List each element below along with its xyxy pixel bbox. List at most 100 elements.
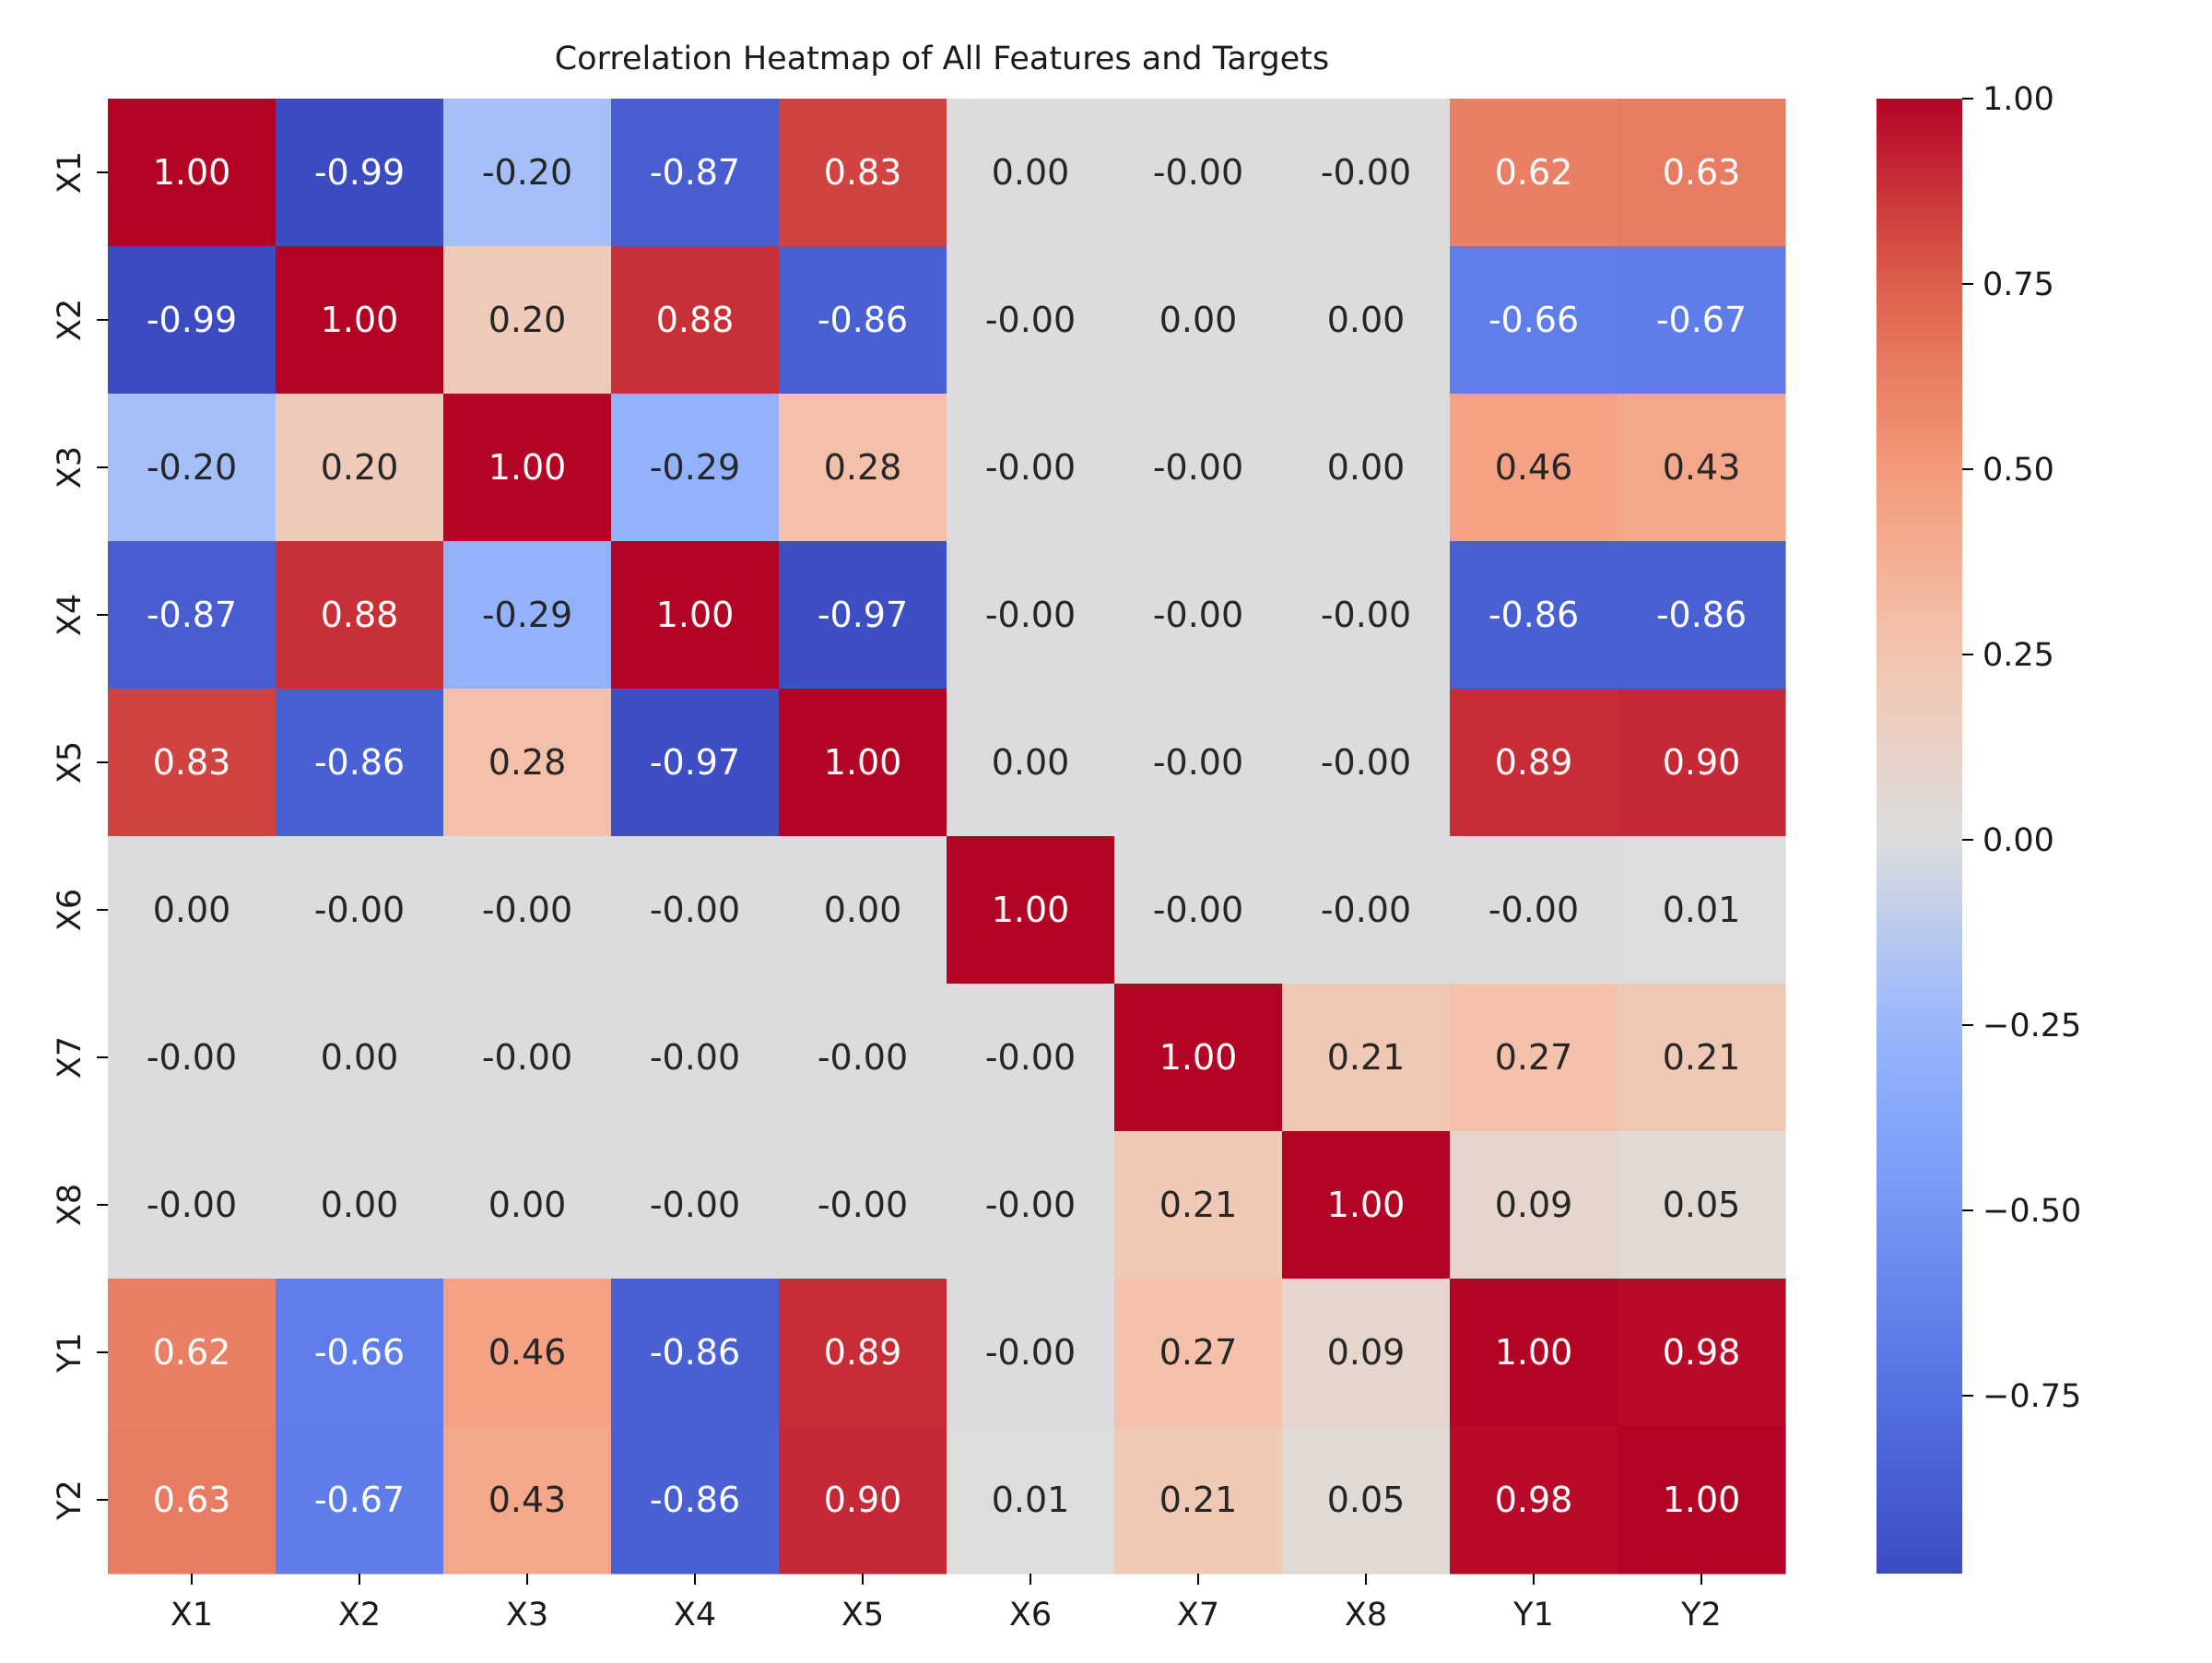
cell-annotation: 0.00 (1327, 447, 1406, 488)
heatmap-cell (779, 984, 947, 1132)
cell-annotation: 0.83 (824, 152, 902, 193)
heatmap-cell (1618, 984, 1786, 1132)
cell-annotation: -0.00 (1153, 152, 1243, 193)
cell-annotation: -0.00 (1321, 742, 1411, 783)
heatmap-cell (611, 99, 780, 247)
heatmap-cell (611, 984, 780, 1132)
x-tick-label: X5 (841, 1597, 884, 1634)
cell-annotation: 0.88 (321, 595, 399, 635)
cell-annotation: 1.00 (488, 447, 567, 488)
heatmap-cell (1618, 689, 1786, 837)
heatmap-cell (1114, 541, 1283, 690)
heatmap-cell (1618, 394, 1786, 542)
heatmap-cell (779, 99, 947, 247)
heatmap-cell (779, 1426, 947, 1575)
heatmap-cell (1114, 246, 1283, 395)
y-tick-label: X6 (52, 889, 88, 931)
cell-annotation: -0.00 (1321, 890, 1411, 930)
cell-annotation: 0.43 (488, 1480, 567, 1520)
heatmap-cell (947, 1131, 1115, 1280)
cell-annotation: -0.00 (985, 447, 1076, 488)
y-tick-label: X4 (52, 594, 88, 636)
heatmap-cell (1282, 689, 1451, 837)
heatmap-cell (276, 1131, 444, 1280)
heatmap-cell (108, 246, 276, 395)
cell-annotation: 0.05 (1327, 1480, 1406, 1520)
heatmap-cell (1618, 1279, 1786, 1427)
cell-annotation: 0.98 (1663, 1332, 1741, 1373)
heatmap-cell (1282, 246, 1451, 395)
y-tick-label: Y1 (52, 1332, 88, 1374)
heatmap-cell (947, 984, 1115, 1132)
cell-annotation: -0.00 (1153, 742, 1243, 783)
cell-annotation: 0.27 (1159, 1332, 1238, 1373)
heatmap-cells (108, 99, 1786, 1575)
heatmap-cell (779, 836, 947, 985)
heatmap-cell (947, 394, 1115, 542)
cell-annotation: -0.00 (818, 1185, 908, 1225)
heatmap-cell (947, 689, 1115, 837)
cell-annotation: 0.89 (1495, 742, 1573, 783)
x-tick-label: Y2 (1680, 1597, 1722, 1634)
cell-annotation: 0.21 (1159, 1185, 1238, 1225)
heatmap-cell (108, 1426, 276, 1575)
heatmap-cell (611, 246, 780, 395)
cell-annotation: -0.00 (1153, 595, 1243, 635)
y-tick-label: X8 (52, 1184, 88, 1226)
heatmap-cell (1450, 836, 1618, 985)
heatmap-cell (1114, 689, 1283, 837)
y-tick-label: X3 (52, 446, 88, 489)
cell-annotation: 1.00 (153, 152, 231, 193)
heatmap-cell (611, 836, 780, 985)
cell-annotation: -0.87 (147, 595, 237, 635)
cell-annotation: -0.00 (650, 1185, 740, 1225)
cell-annotation: -0.99 (147, 300, 237, 340)
heatmap-cell (1618, 99, 1786, 247)
cell-annotation: -0.00 (482, 1037, 572, 1078)
cell-annotation: -0.66 (314, 1332, 405, 1373)
cell-annotation: 0.00 (488, 1185, 567, 1225)
cell-annotation: -0.29 (650, 447, 740, 488)
cell-annotation: -0.86 (1488, 595, 1579, 635)
cell-annotation: 0.01 (992, 1480, 1070, 1520)
heatmap-cell (1450, 984, 1618, 1132)
heatmap-cell (1282, 836, 1451, 985)
heatmap-cell (108, 836, 276, 985)
cell-annotation: -0.97 (650, 742, 740, 783)
cell-annotation: -0.87 (650, 152, 740, 193)
cell-annotation: 0.21 (1327, 1037, 1406, 1078)
cell-annotation: 0.20 (488, 300, 567, 340)
cell-annotation: -0.29 (482, 595, 572, 635)
heatmap-cell (611, 1426, 780, 1575)
cell-annotation: 0.00 (321, 1185, 399, 1225)
heatmap-cell (779, 246, 947, 395)
heatmap-cell (1450, 1426, 1618, 1575)
cell-annotation: 1.00 (1495, 1332, 1573, 1373)
heatmap-cell (1282, 541, 1451, 690)
cell-annotation: -0.00 (1153, 447, 1243, 488)
cell-annotation: 0.21 (1159, 1480, 1238, 1520)
cell-annotation: 0.00 (992, 742, 1070, 783)
heatmap-cell (443, 1131, 612, 1280)
cell-annotation: 0.00 (1159, 300, 1238, 340)
cell-annotation: -0.67 (1656, 300, 1747, 340)
y-tick-label: X1 (52, 151, 88, 194)
cell-annotation: -0.00 (1488, 890, 1579, 930)
colorbar-gradient (1877, 99, 1962, 1574)
heatmap-cell (443, 984, 612, 1132)
heatmap-cell (947, 246, 1115, 395)
colorbar-tick-label: 0.00 (1983, 822, 2054, 859)
colorbar-tick-label: −0.75 (1983, 1378, 2081, 1415)
heatmap-cell (779, 689, 947, 837)
cell-annotation: 0.88 (656, 300, 735, 340)
cell-annotation: -0.66 (1488, 300, 1579, 340)
heatmap-cell (1282, 1131, 1451, 1280)
cell-annotation: -0.00 (985, 300, 1076, 340)
cell-annotation: -0.00 (482, 890, 572, 930)
heatmap-cell (443, 246, 612, 395)
heatmap-cell (276, 394, 444, 542)
cell-annotation: -0.20 (482, 152, 572, 193)
heatmap-cell (108, 1279, 276, 1427)
heatmap-cell (1282, 1279, 1451, 1427)
